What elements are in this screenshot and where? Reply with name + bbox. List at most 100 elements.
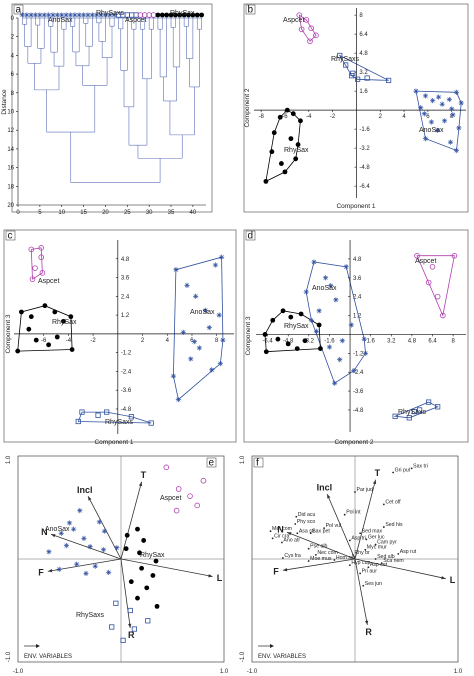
- c-hull-rhysaxs: [77, 411, 152, 424]
- f-species-asp-cet: Asp cet: [367, 562, 388, 568]
- d-point-rhysax: [316, 322, 322, 328]
- dendrogram-x-ticks: 0 5 10 15 20 25 30 35 40: [16, 204, 206, 216]
- f-species-did-acu: Did acu: [295, 512, 315, 518]
- a-y-tick-label: 16: [7, 166, 14, 172]
- b-x-tick-label: 4: [402, 114, 406, 120]
- a-leaf-marker: [46, 12, 52, 18]
- f-species-sax-tri: Sax tri: [410, 463, 428, 469]
- d-point-anosax: [326, 344, 333, 350]
- b-x-tick-label: -8: [258, 114, 264, 120]
- a-x-tick-label: 10: [58, 210, 65, 216]
- e-point-anosax: [83, 570, 89, 577]
- dendrogram-y-label: Distance: [1, 89, 8, 115]
- e-point-anosax: [74, 561, 80, 567]
- f-species-hyp-cup: Hyp cup: [348, 560, 370, 566]
- f-env-legend-arrowhead: [270, 644, 274, 648]
- c-point-rhysax: [61, 318, 66, 324]
- c-hull-rhysax: [17, 305, 73, 352]
- e-point-anosax: [81, 535, 87, 541]
- d-point-rhysax: [263, 349, 269, 355]
- d-point-anosax: [348, 322, 354, 328]
- f-species-pol-int: Pol int: [343, 510, 361, 516]
- e-point-aspcet: [163, 464, 170, 471]
- d-point-rhysax: [294, 346, 300, 351]
- a-x-tick-label: 40: [190, 210, 197, 216]
- d-point-rhysaxs: [411, 408, 418, 415]
- c-x-tick-label: -4: [66, 338, 72, 344]
- d-y-tick-label: 2.4: [353, 295, 362, 301]
- c-point-aspcet: [29, 276, 36, 282]
- e-group-aspcet: Aspcet: [160, 495, 181, 502]
- f-vector-r: R: [354, 558, 372, 637]
- f-species-gri-pul: Gri pul: [392, 467, 410, 473]
- c-point-rhysax: [52, 309, 58, 315]
- c-point-rhysax: [28, 314, 34, 320]
- a-leaf-marker: [190, 12, 196, 18]
- b-point-aspcet: [296, 12, 303, 18]
- f-species-asp-rut: Asp rut: [397, 549, 417, 555]
- b-x-tick-label: 6: [426, 114, 430, 120]
- a-x-tick-label: 20: [102, 210, 109, 216]
- f-vector-f: F: [273, 558, 356, 576]
- f-species-label: Ano atr: [283, 538, 300, 544]
- a-y-tick-label: 18: [7, 184, 14, 190]
- f-vector-label: T: [375, 468, 381, 478]
- c-point-rhysax: [46, 342, 52, 348]
- e-point-aspcet: [194, 502, 201, 509]
- c-x-tick-label: -6: [41, 338, 47, 344]
- b-y-tick-label: -6.4: [359, 184, 370, 190]
- f-species-label: Par jud: [357, 487, 374, 493]
- f-env-vectors: Incl T N F L R: [273, 468, 455, 637]
- e-point-anosax: [106, 569, 112, 575]
- dendro-group-rhysax: RhySax: [170, 10, 195, 17]
- c-point-aspcet: [38, 254, 44, 261]
- d-point-anosax: [311, 259, 317, 265]
- d-group-anosax: AnoSax: [312, 285, 337, 292]
- d-point-anosax: [339, 338, 345, 344]
- e-point-rhysax: [124, 532, 130, 538]
- f-species-pse-alb: Pse alb: [307, 544, 328, 550]
- d-x-label: Component 2: [334, 439, 373, 446]
- b-x-tick-label: -2: [330, 114, 336, 120]
- a-leaf-marker: [155, 12, 161, 18]
- d-y-tick-label: -1.2: [353, 351, 364, 357]
- panel-c: c -6 -4 -2 2 4 6 8 -4.8 -3.6 -2.4 -1.2 1.2 2.4 3.6 4.8…: [3, 229, 237, 446]
- f-vector-incl: Incl: [317, 483, 356, 560]
- c-point-rhysaxs: [79, 409, 85, 415]
- f-species-myc-mur: Myc mur: [364, 545, 387, 551]
- a-x-tick-label: 0: [16, 210, 20, 216]
- panel-a: a 0 2 4 6 8 10 12 14 16 18 20 0 5 10 15 20 25 30 35 40 Dis…: [1, 3, 213, 216]
- d-x-tick-label: -1.6: [324, 338, 335, 344]
- d-point-anosax: [303, 289, 309, 295]
- e-group-anosax: AnoSax: [45, 526, 70, 533]
- b-y-tick-label: 4.8: [359, 51, 368, 57]
- c-hull-aspcet: [30, 247, 43, 280]
- f-species-label: Cam pyr: [377, 540, 397, 546]
- c-point-aspcet: [32, 265, 38, 271]
- a-leaf-marker: [89, 12, 95, 18]
- a-y-tick-label: 20: [7, 203, 14, 209]
- d-point-anosax: [337, 357, 343, 363]
- d-point-anosax: [351, 368, 357, 374]
- e-tick-top: 1.0: [6, 455, 12, 464]
- f-species-label: Moe mus: [310, 556, 332, 562]
- f-species-label: Sed his: [385, 522, 403, 528]
- d-point-rhysax: [270, 317, 276, 323]
- b-y-tick-label: -1.6: [359, 127, 370, 133]
- a-leaf-marker: [181, 12, 187, 18]
- c-y-tick-label: 2.4: [121, 294, 130, 300]
- c-point-rhysax: [68, 314, 74, 320]
- d-point-anosax: [316, 308, 322, 314]
- e-point-rhysax: [144, 585, 150, 591]
- b-point-rhysaxs: [337, 52, 343, 59]
- c-point-anosax: [206, 325, 212, 331]
- d-y-tick-label: -2.4: [353, 370, 364, 376]
- e-group-rhysaxs: RhySaxs: [76, 612, 105, 619]
- b-point-anosax: [458, 100, 464, 106]
- dendro-group-anosax: AnoSax: [48, 17, 73, 24]
- b-point-anosax: [449, 106, 455, 112]
- f-tick-top: 1.0: [240, 455, 246, 464]
- d-point-anosax: [361, 336, 367, 342]
- f-species-label: Asp tri: [351, 535, 366, 541]
- d-point-aspcet: [434, 293, 441, 300]
